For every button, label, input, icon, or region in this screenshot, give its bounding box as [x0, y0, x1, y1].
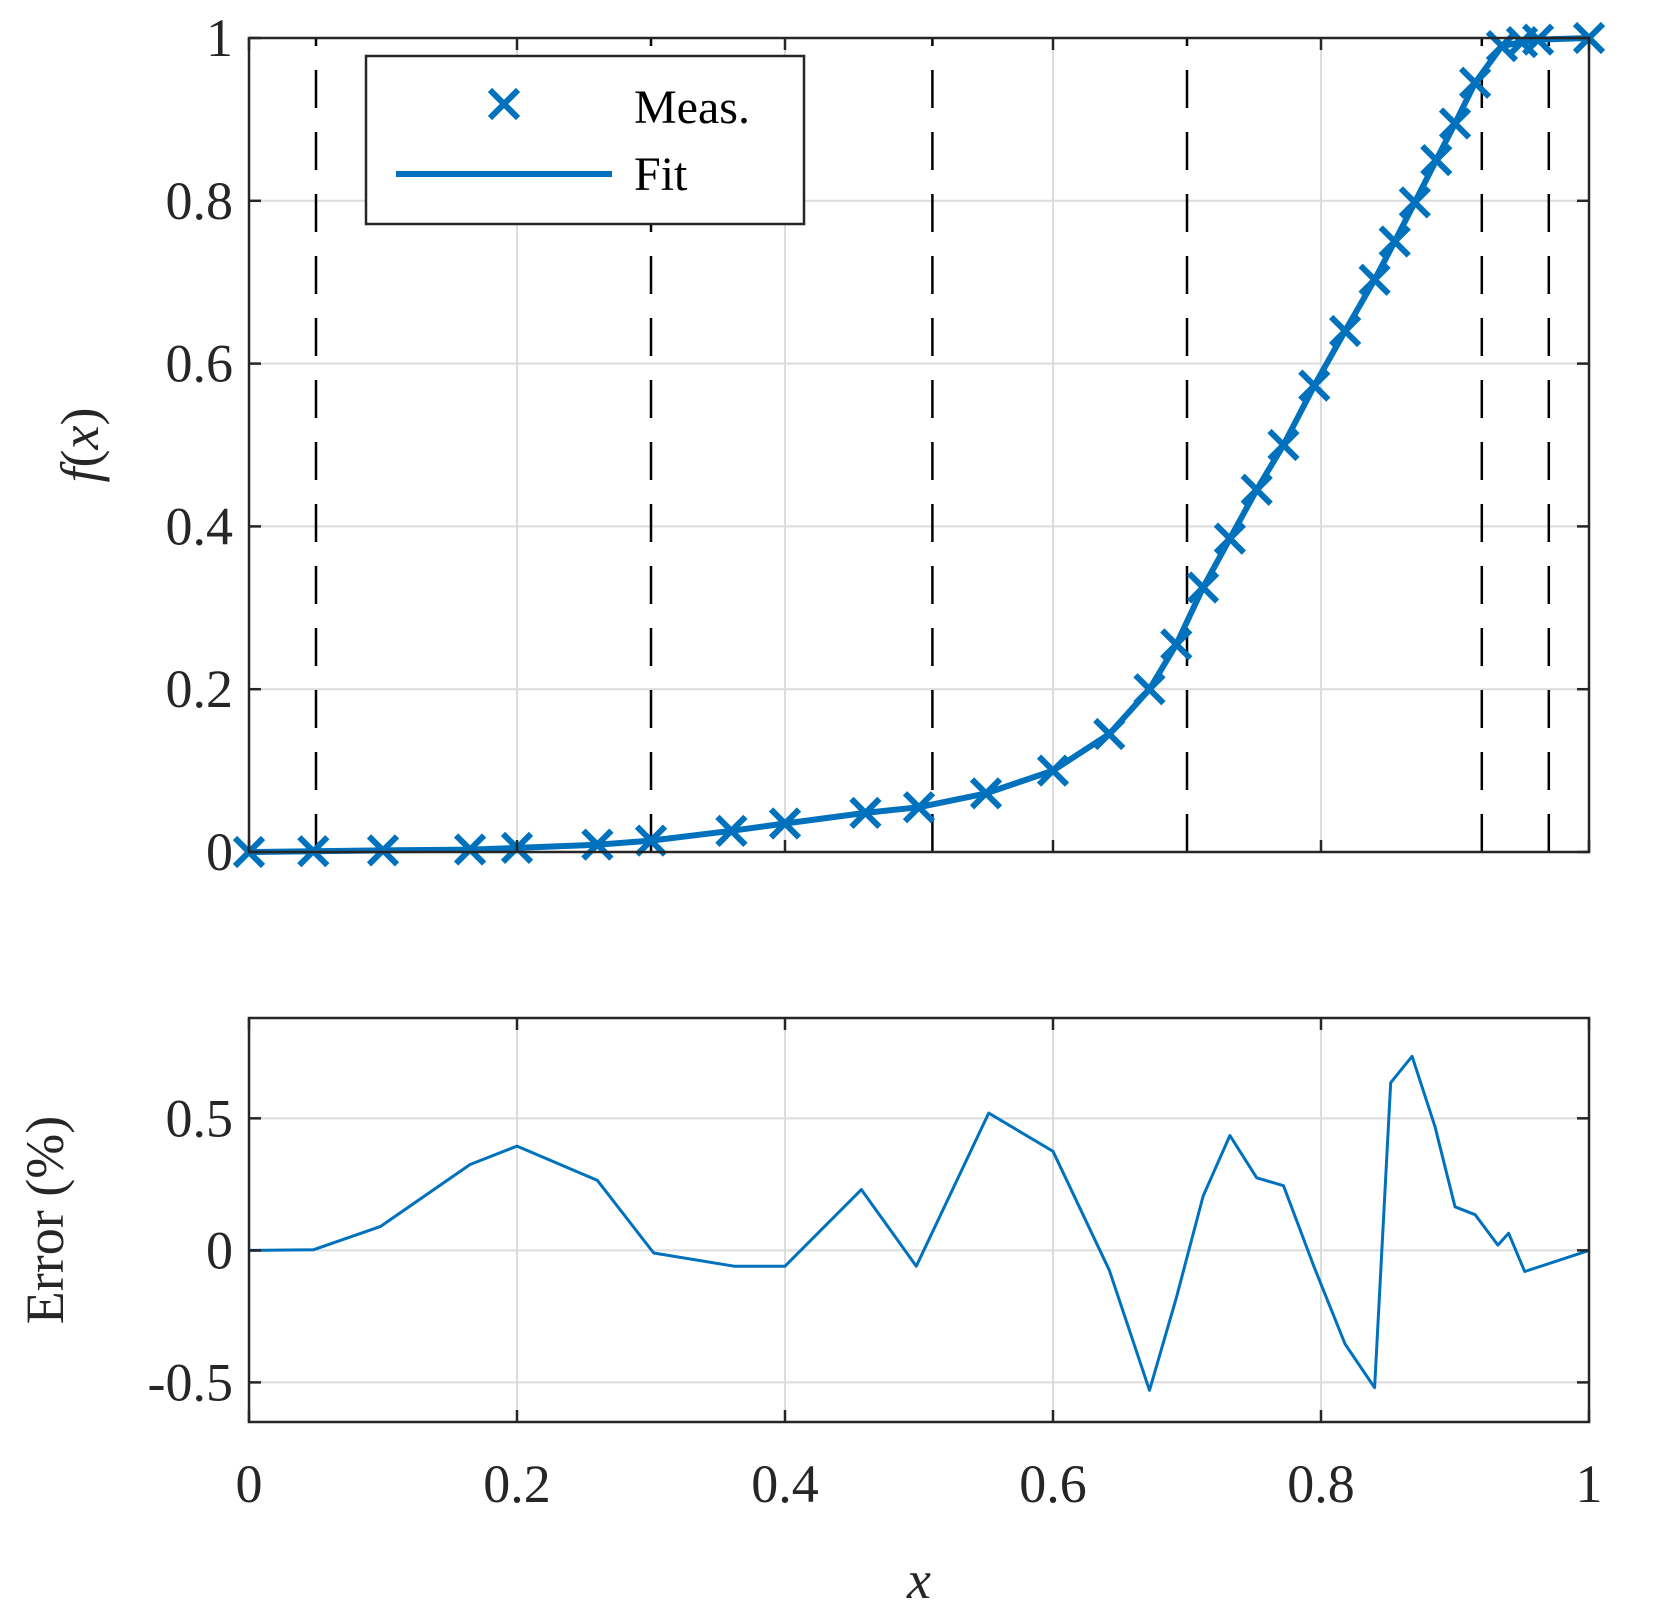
meas-marker: [1186, 571, 1220, 604]
meas-marker-stroke: [1420, 143, 1453, 177]
meas-marker: [969, 777, 1003, 810]
meas-marker-stroke: [581, 828, 614, 861]
meas-marker: [1458, 66, 1492, 99]
fit-axes-frame: [247, 36, 1591, 854]
meas-marker: [1298, 369, 1331, 402]
meas-marker: [1240, 473, 1273, 506]
meas-marker: [1438, 107, 1472, 140]
meas-marker-stroke: [366, 834, 400, 867]
meas-marker: [849, 796, 882, 830]
x-tick-label: 0.4: [751, 1454, 819, 1514]
x-tick-label: 0.8: [1287, 1454, 1355, 1514]
meas-marker-stroke: [1267, 428, 1300, 462]
error-line: [248, 1054, 1590, 1392]
meas-marker-stroke: [1328, 314, 1362, 348]
meas-marker-stroke: [768, 807, 802, 840]
fit-y-tick-label: 0.2: [166, 659, 234, 719]
meas-marker-stroke: [902, 791, 936, 824]
x-tick-label: 0.6: [1019, 1454, 1087, 1514]
error-plot-area: [249, 1018, 1589, 1422]
meas-marker: [768, 807, 802, 840]
meas-marker: [1036, 754, 1070, 787]
meas-marker-stroke: [1186, 571, 1220, 604]
meas-marker-stroke: [453, 833, 487, 866]
legend-entry-fit: Fit: [634, 148, 688, 201]
meas-marker: [1328, 314, 1362, 348]
fit-y-axis-label: f(x): [50, 408, 110, 483]
fit-y-tick-label: 1: [206, 8, 233, 68]
legend-entry-meas: Meas.: [634, 81, 750, 134]
meas-marker: [902, 791, 936, 824]
meas-marker: [581, 828, 614, 861]
meas-marker: [1160, 628, 1193, 661]
meas-marker: [1093, 717, 1126, 751]
meas-marker-stroke: [1160, 628, 1193, 661]
fit-ticks: [247, 36, 1591, 854]
meas-marker-stroke: [1358, 263, 1391, 296]
meas-marker-stroke: [1093, 717, 1126, 751]
meas-marker: [1521, 23, 1555, 56]
fit-y-tick-label: 0: [206, 822, 233, 882]
error-y-tick-label: -0.5: [148, 1352, 233, 1412]
meas-marker: [366, 834, 400, 867]
meas-marker: [1358, 263, 1391, 296]
meas-marker-stroke: [969, 777, 1003, 810]
legend-box: [364, 54, 806, 226]
x-tick-label: 0: [236, 1454, 263, 1514]
meas-marker: [1378, 225, 1411, 258]
fit-y-tick-labels: 0 0.2 0.4 0.6 0.8 1: [166, 8, 234, 882]
meas-marker: [1213, 522, 1247, 555]
meas-marker-stroke: [1240, 473, 1273, 506]
fit-y-tick-label: 0.6: [166, 334, 234, 394]
meas-marker: [1267, 428, 1300, 462]
meas-marker-stroke: [1213, 522, 1247, 555]
fit-y-tick-label: 0.8: [166, 171, 234, 231]
meas-marker-stroke: [1438, 107, 1472, 140]
meas-marker-stroke: [634, 824, 668, 857]
meas-marker: [1133, 673, 1166, 706]
fit-panel: 0 0.2 0.4 0.6 0.8 1 f(x) Meas. Fit: [50, 8, 1606, 882]
meas-marker-stroke: [1298, 369, 1331, 402]
meas-marker-stroke: [849, 796, 882, 830]
error-ticks: [247, 1018, 1591, 1422]
meas-marker-stroke: [1378, 225, 1411, 258]
error-y-tick-label: 0.5: [166, 1088, 234, 1148]
meas-marker-stroke: [1458, 66, 1492, 99]
error-y-tick-labels: -0.5 0 0.5: [148, 1088, 233, 1412]
meas-marker: [1398, 186, 1431, 219]
legend-marker-x-icon: [487, 87, 521, 121]
meas-marker-stroke: [1521, 23, 1555, 56]
meas-marker-stroke: [1036, 754, 1070, 787]
error-axes-frame: [247, 1016, 1591, 1424]
x-tick-label: 1: [1576, 1454, 1603, 1514]
meas-marker: [634, 824, 668, 857]
meas-marker: [453, 833, 487, 866]
error-series: [248, 1054, 1590, 1392]
knot-lines: [314, 38, 1551, 852]
legend: Meas. Fit: [364, 54, 806, 226]
x-tick-label: 0.2: [483, 1454, 551, 1514]
meas-marker: [715, 814, 748, 847]
meas-marker-stroke: [715, 814, 748, 847]
meas-marker: [1420, 143, 1453, 177]
meas-marker-stroke: [1133, 673, 1166, 706]
error-panel: -0.500.5 0 0.2 0.4 0.6 0.8 1 Error (%) x: [15, 1016, 1603, 1610]
fit-y-tick-label: 0.4: [166, 496, 234, 556]
meas-marker-stroke: [1398, 186, 1431, 219]
x-tick-labels: 0 0.2 0.4 0.6 0.8 1: [236, 1454, 1603, 1514]
error-y-axis-label: Error (%): [15, 1116, 75, 1324]
x-axis-label: x: [906, 1550, 931, 1610]
error-y-tick-label: 0: [206, 1220, 233, 1280]
